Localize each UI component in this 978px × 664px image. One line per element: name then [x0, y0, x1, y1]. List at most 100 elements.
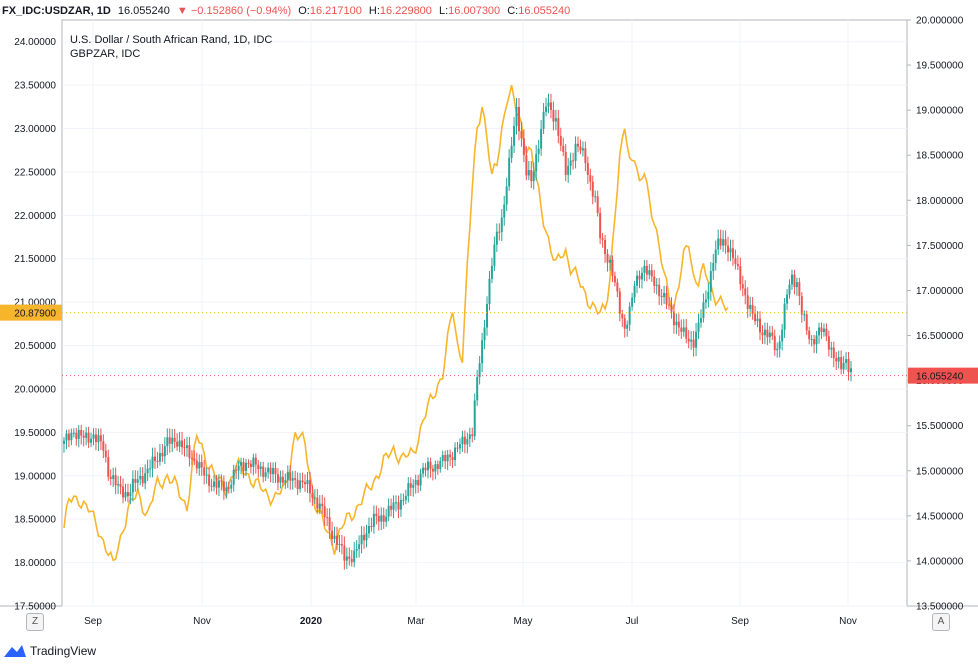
- x-axis-tick-label: Sep: [84, 616, 102, 627]
- candle-body: [746, 295, 749, 309]
- x-axis-tick-label: Nov: [193, 616, 211, 627]
- candle-body: [230, 484, 233, 489]
- candle-body: [591, 181, 594, 197]
- candle-body: [188, 445, 191, 459]
- candle-body: [104, 450, 107, 458]
- candle-body: [724, 239, 727, 246]
- left-axis-tick-label: 19.50000: [14, 428, 56, 439]
- candle-body: [611, 259, 614, 276]
- candle-body: [385, 516, 388, 522]
- candle-body: [126, 492, 129, 497]
- candle-body: [478, 363, 481, 377]
- candle-body: [109, 476, 112, 479]
- right-axis-tick-label: 18.500000: [916, 151, 964, 162]
- candle-body: [837, 357, 840, 362]
- x-axis-tick-label: Jul: [626, 616, 639, 627]
- candle-body: [387, 505, 390, 517]
- price-chart[interactable]: 24.00000 23.50000 23.00000 22.50000 22.00000…: [0, 0, 978, 640]
- candle-body: [527, 170, 530, 176]
- candle-body: [308, 480, 311, 494]
- candle-body: [284, 480, 287, 483]
- candle-body: [65, 433, 68, 441]
- candle-body: [343, 545, 346, 561]
- scale-auto-button[interactable]: A: [932, 613, 950, 631]
- candle-body: [139, 475, 142, 480]
- candle-body: [269, 467, 272, 475]
- candle-body: [124, 492, 127, 498]
- candle-body: [517, 106, 520, 132]
- candle-body: [709, 271, 712, 292]
- close-label: C:: [507, 5, 519, 17]
- candle-body: [559, 135, 562, 146]
- candle-body: [220, 480, 223, 482]
- candle-body: [331, 530, 334, 539]
- right-axis-tick-label: 19.000000: [916, 106, 964, 117]
- candle-body: [776, 348, 779, 351]
- right-axis-tick-label: 15.000000: [916, 466, 964, 477]
- candle-body: [316, 497, 319, 509]
- candle-body: [820, 327, 823, 332]
- candle-body: [355, 548, 358, 551]
- candle-body: [729, 248, 732, 253]
- candle-body: [468, 434, 471, 439]
- candle-body: [161, 453, 164, 457]
- left-price-marker-label: 20.87900: [14, 309, 56, 320]
- candle-body: [653, 276, 656, 286]
- candle-body: [235, 469, 238, 471]
- candle-body: [217, 480, 220, 488]
- candle-body: [267, 467, 270, 473]
- candle-body: [690, 339, 693, 342]
- candle-body: [424, 467, 427, 471]
- candle-body: [510, 145, 513, 158]
- candle-body: [279, 476, 282, 483]
- candle-body: [439, 461, 442, 469]
- left-axis-tick-label: 20.00000: [14, 384, 56, 395]
- left-axis-tick-label: 24.00000: [14, 37, 56, 48]
- left-axis-tick-label: 23.50000: [14, 81, 56, 92]
- candle-body: [461, 436, 464, 445]
- candle-body: [254, 457, 257, 465]
- candle-body: [741, 284, 744, 289]
- candle-body: [112, 475, 115, 479]
- candle-body: [328, 517, 331, 531]
- candle-body: [409, 483, 412, 488]
- candle-body: [149, 468, 152, 470]
- candle-body: [822, 328, 825, 332]
- candle-body: [178, 440, 181, 447]
- candle-body: [626, 324, 629, 329]
- right-axis-tick-label: 17.000000: [916, 286, 964, 297]
- candle-body: [739, 266, 742, 285]
- candle-body: [842, 362, 845, 370]
- candle-body: [781, 329, 784, 342]
- candle-body: [94, 434, 97, 443]
- candle-body: [321, 503, 324, 507]
- candle-body: [818, 327, 821, 336]
- left-axis-tick-label: 23.00000: [14, 124, 56, 135]
- candle-body: [67, 433, 70, 441]
- candle-body: [761, 332, 764, 336]
- candle-body: [281, 476, 284, 483]
- candle-body: [638, 275, 641, 280]
- candle-body: [242, 462, 245, 471]
- candle-body: [549, 102, 552, 111]
- candle-body: [119, 483, 122, 487]
- candle-body: [717, 238, 720, 250]
- candle-body: [697, 322, 700, 332]
- candle-body: [830, 347, 833, 350]
- symbol-label[interactable]: FX_IDC:USDZAR, 1D: [2, 5, 111, 17]
- candle-body: [87, 432, 90, 443]
- right-axis-tick-label: 18.000000: [916, 196, 964, 207]
- candle-body: [481, 340, 484, 364]
- legend-comparison-series: GBPZAR, IDC: [70, 48, 140, 60]
- candle-body: [793, 274, 796, 288]
- candle-body: [655, 284, 658, 286]
- candle-body: [210, 485, 213, 487]
- candle-body: [313, 497, 316, 499]
- scale-z-button[interactable]: Z: [26, 613, 44, 631]
- candle-body: [463, 436, 466, 445]
- candle-body: [773, 336, 776, 351]
- candle-body: [471, 434, 474, 437]
- candle-body: [825, 328, 828, 337]
- candle-body: [537, 148, 540, 154]
- candle-body: [663, 293, 666, 298]
